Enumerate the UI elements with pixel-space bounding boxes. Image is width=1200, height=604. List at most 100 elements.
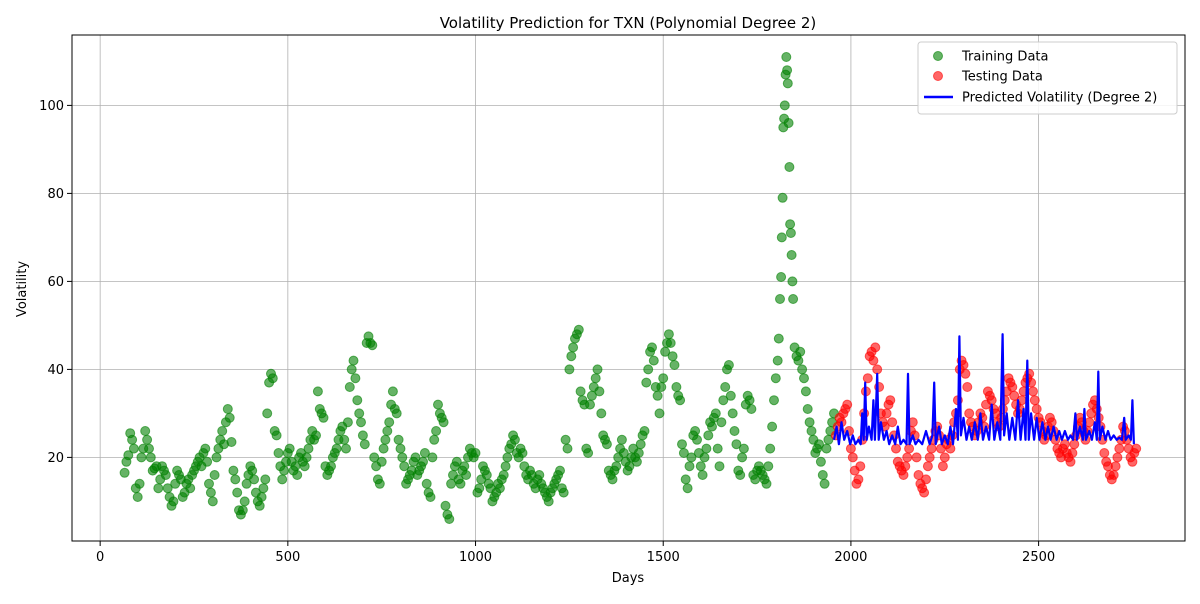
data-point	[348, 355, 359, 366]
data-point	[731, 439, 742, 450]
data-point	[481, 470, 492, 480]
data-point	[842, 399, 853, 410]
data-point	[939, 452, 950, 463]
data-point	[500, 461, 511, 472]
y-tick-label: 80	[47, 187, 64, 202]
data-point	[1046, 417, 1057, 428]
data-point	[145, 452, 156, 463]
data-point	[555, 465, 565, 476]
data-point	[228, 465, 239, 476]
data-point	[777, 192, 788, 203]
data-point	[376, 456, 387, 467]
data-point	[962, 382, 973, 392]
data-point	[881, 408, 892, 419]
x-tick-label: 500	[275, 550, 300, 565]
y-tick-label: 100	[39, 99, 64, 114]
data-point	[776, 272, 787, 282]
data-point	[735, 470, 746, 480]
data-point	[1127, 456, 1138, 467]
data-point	[326, 461, 336, 472]
x-ticks: 0 500 1000 1500 2000 2500	[96, 541, 1055, 565]
data-point	[395, 443, 406, 454]
data-point	[427, 452, 438, 463]
data-point	[431, 426, 442, 436]
plot-area	[119, 52, 1142, 524]
data-point	[128, 443, 139, 454]
data-point	[1029, 395, 1040, 406]
data-point	[714, 461, 725, 472]
data-point	[785, 219, 796, 230]
data-point	[765, 443, 776, 454]
grid-lines	[72, 35, 1185, 541]
data-point	[459, 461, 470, 472]
data-point	[438, 417, 449, 428]
data-point	[900, 461, 911, 472]
data-point	[160, 470, 171, 480]
data-point	[444, 514, 455, 524]
data-point	[200, 443, 211, 454]
data-point	[862, 373, 873, 384]
data-point	[720, 382, 731, 392]
data-point	[678, 448, 689, 458]
data-point	[817, 470, 828, 480]
data-point	[1069, 439, 1080, 450]
data-point	[677, 439, 687, 450]
data-point	[763, 461, 774, 472]
data-point	[814, 439, 824, 450]
data-point	[292, 470, 303, 480]
data-point	[222, 404, 233, 414]
data-point	[502, 452, 513, 463]
data-point	[258, 483, 269, 494]
data-point	[344, 382, 355, 392]
data-point	[440, 500, 451, 511]
data-point	[635, 439, 646, 450]
data-point	[1031, 404, 1042, 414]
data-point	[461, 470, 472, 480]
data-point	[209, 470, 220, 480]
data-point	[596, 408, 607, 419]
data-point	[354, 408, 365, 419]
data-point	[641, 377, 652, 388]
data-point	[725, 390, 736, 401]
y-ticks: 20 40 60 80 100	[39, 99, 72, 466]
data-point	[583, 448, 594, 458]
data-point	[738, 443, 749, 454]
data-point	[382, 426, 393, 436]
data-point	[393, 434, 404, 445]
data-point	[853, 474, 864, 485]
data-point	[658, 373, 669, 384]
data-point	[256, 492, 267, 502]
data-point	[737, 452, 748, 463]
data-point	[425, 492, 436, 502]
data-point	[710, 408, 721, 419]
data-point	[776, 232, 787, 243]
data-point	[239, 496, 250, 507]
data-point	[773, 333, 784, 344]
legend-label-training: Training Data	[961, 50, 1048, 65]
x-tick-label: 2000	[834, 550, 867, 565]
legend-marker-testing	[933, 71, 943, 81]
data-point	[517, 448, 528, 458]
data-point	[799, 373, 809, 384]
data-point	[318, 412, 329, 423]
data-point	[904, 443, 915, 454]
data-point	[356, 417, 366, 428]
data-point	[784, 162, 795, 172]
chart-title: Volatility Prediction for TXN (Polynomia…	[440, 14, 817, 32]
data-point	[1065, 456, 1076, 467]
data-point	[153, 483, 164, 494]
data-point	[647, 342, 657, 353]
legend-label-testing: Testing Data	[961, 70, 1043, 85]
data-point	[769, 395, 779, 406]
x-tick-label: 0	[96, 550, 104, 565]
data-point	[885, 395, 896, 406]
data-point	[562, 443, 573, 454]
data-point	[127, 434, 138, 445]
data-point	[921, 474, 931, 485]
data-point	[123, 450, 134, 461]
data-point	[819, 478, 830, 489]
data-point	[767, 421, 778, 432]
data-point	[451, 456, 462, 467]
data-point	[716, 417, 727, 428]
